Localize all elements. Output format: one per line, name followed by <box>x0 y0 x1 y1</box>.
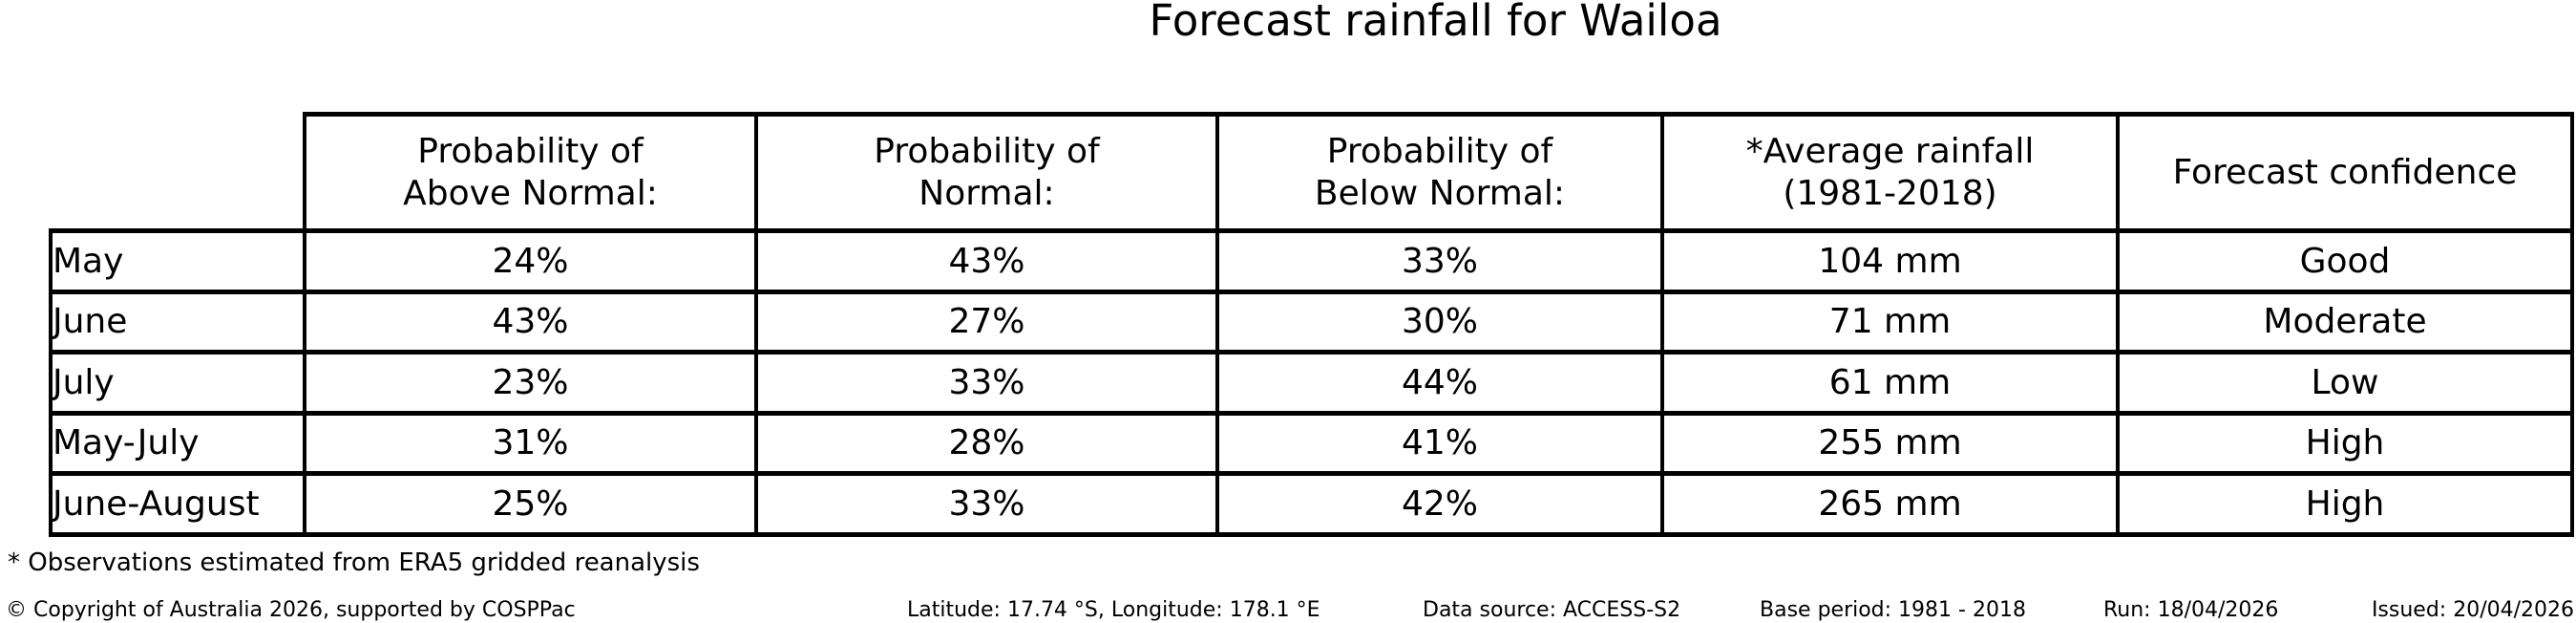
cell-above-normal: 43% <box>303 289 758 354</box>
cell-average-rainfall: 104 mm <box>1660 228 2120 294</box>
lat-long-text: Latitude: 17.74 °S, Longitude: 178.1 °E <box>907 598 1320 622</box>
cell-above-normal: 24% <box>303 228 758 294</box>
column-header-above-normal: Probability of Above Normal: <box>303 112 758 233</box>
column-header-forecast-confidence: Forecast confidence <box>2116 112 2574 233</box>
table-row-may: May 24% 43% 33% 104 mm Good <box>49 228 2574 294</box>
cell-above-normal: 23% <box>303 350 758 416</box>
row-label: May <box>49 228 306 294</box>
cell-average-rainfall: 71 mm <box>1660 289 2120 354</box>
data-source-text: Data source: ACCESS-S2 <box>1423 598 1681 622</box>
row-label: June <box>49 289 306 354</box>
copyright-text: © Copyright of Australia 2026, supported… <box>6 598 576 622</box>
cell-normal: 43% <box>754 228 1219 294</box>
table-row-june-august: June-August 25% 33% 42% 265 mm High <box>49 471 2574 537</box>
table-row-may-july: May-July 31% 28% 41% 255 mm High <box>49 410 2574 476</box>
cell-below-normal: 33% <box>1215 228 1664 294</box>
cell-average-rainfall: 255 mm <box>1660 410 2120 476</box>
table-row-july: July 23% 33% 44% 61 mm Low <box>49 350 2574 416</box>
cell-normal: 33% <box>754 471 1219 537</box>
cell-forecast-confidence: Low <box>2116 350 2574 416</box>
column-header-average-rainfall: *Average rainfall (1981-2018) <box>1660 112 2120 233</box>
base-period-text: Base period: 1981 - 2018 <box>1760 598 2026 622</box>
cell-forecast-confidence: Good <box>2116 228 2574 294</box>
cell-average-rainfall: 61 mm <box>1660 350 2120 416</box>
cell-below-normal: 42% <box>1215 471 1664 537</box>
cell-below-normal: 44% <box>1215 350 1664 416</box>
cell-forecast-confidence: High <box>2116 471 2574 537</box>
row-label: June-August <box>49 471 306 537</box>
cell-below-normal: 30% <box>1215 289 1664 354</box>
cell-forecast-confidence: High <box>2116 410 2574 476</box>
figure-title: Forecast rainfall for Wailoa <box>1149 0 1722 46</box>
cell-normal: 28% <box>754 410 1219 476</box>
run-date-text: Run: 18/04/2026 <box>2103 598 2279 622</box>
era5-footnote: * Observations estimated from ERA5 gridd… <box>8 548 700 577</box>
cell-normal: 27% <box>754 289 1219 354</box>
cell-average-rainfall: 265 mm <box>1660 471 2120 537</box>
cell-below-normal: 41% <box>1215 410 1664 476</box>
row-label: May-July <box>49 410 306 476</box>
row-label: July <box>49 350 306 416</box>
issued-date-text: Issued: 20/04/2026 <box>2371 598 2574 622</box>
cell-above-normal: 25% <box>303 471 758 537</box>
column-header-below-normal: Probability of Below Normal: <box>1215 112 1664 233</box>
rainfall-forecast-table: Probability of Above Normal: Probability… <box>49 112 2574 537</box>
cell-above-normal: 31% <box>303 410 758 476</box>
header-row: Probability of Above Normal: Probability… <box>51 112 2574 233</box>
corner-spacer <box>51 115 305 231</box>
column-header-normal: Probability of Normal: <box>754 112 1219 233</box>
cell-forecast-confidence: Moderate <box>2116 289 2574 354</box>
cell-normal: 33% <box>754 350 1219 416</box>
table-row-june: June 43% 27% 30% 71 mm Moderate <box>49 289 2574 354</box>
